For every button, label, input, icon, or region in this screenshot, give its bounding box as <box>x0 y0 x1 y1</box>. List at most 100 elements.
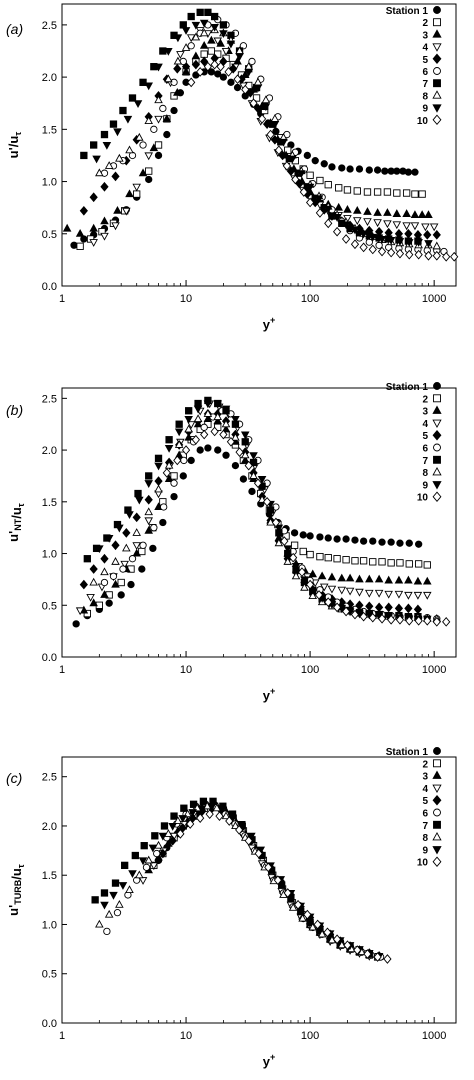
data-point <box>282 161 292 171</box>
data-point <box>214 70 222 78</box>
data-point <box>404 168 413 176</box>
data-point <box>373 219 382 228</box>
data-point <box>105 599 113 607</box>
data-point <box>233 74 242 85</box>
data-point <box>115 153 124 162</box>
data-point <box>127 580 135 589</box>
data-point <box>174 428 184 437</box>
data-point <box>144 82 153 91</box>
data-point <box>213 37 222 46</box>
data-point <box>164 444 174 453</box>
data-point <box>363 207 372 215</box>
data-point <box>383 208 392 216</box>
data-point <box>231 821 240 829</box>
legend-marker <box>432 466 442 476</box>
data-point <box>432 241 442 250</box>
data-point <box>123 115 133 124</box>
legend-label: 2 <box>422 759 428 770</box>
data-point <box>270 121 280 129</box>
data-point <box>424 250 433 261</box>
data-point <box>253 84 263 93</box>
data-point <box>413 576 423 585</box>
data-point <box>418 190 426 198</box>
data-point <box>283 557 292 565</box>
data-point <box>432 616 441 627</box>
data-point <box>359 557 368 565</box>
data-point <box>432 229 441 240</box>
data-point <box>72 620 80 628</box>
y-axis-label: u'NT/uτ <box>6 503 26 542</box>
data-point <box>283 545 292 554</box>
data-point <box>188 809 197 817</box>
data-point <box>235 825 244 835</box>
chart-panel-2: 0.0 0.5 1.0 1.5 2.0 2.5 1 10 100 1000 (b) u'NT/uτ y+… <box>6 382 457 703</box>
data-point <box>314 195 324 204</box>
legend-marker <box>433 6 441 14</box>
data-point <box>274 524 284 533</box>
data-point <box>133 190 141 198</box>
data-point <box>181 445 191 455</box>
data-point <box>214 446 222 454</box>
legend-label: 6 <box>422 444 428 455</box>
data-point <box>383 954 392 964</box>
data-point <box>125 885 134 894</box>
data-point <box>299 531 307 539</box>
data-point <box>411 190 419 198</box>
data-point <box>115 524 124 533</box>
legend-label: 2 <box>422 394 428 405</box>
data-point <box>92 155 101 164</box>
data-point <box>164 74 173 83</box>
data-point <box>200 56 209 67</box>
data-point <box>100 232 109 241</box>
legend-label: 4 <box>422 784 428 795</box>
data-point <box>383 188 392 196</box>
legend-label: 5 <box>422 796 428 807</box>
data-point <box>135 870 144 879</box>
data-point <box>163 130 171 139</box>
legend-label: 4 <box>422 419 428 430</box>
data-point <box>170 812 178 820</box>
data-point <box>145 175 153 184</box>
data-point <box>248 487 256 496</box>
plot-frame <box>61 756 457 1024</box>
y-tick-label: 1.5 <box>42 497 57 509</box>
legend-label: 8 <box>422 91 428 102</box>
data-point <box>384 602 393 613</box>
data-point <box>286 166 295 176</box>
data-point <box>125 145 134 154</box>
legend-marker <box>432 104 442 113</box>
data-point <box>450 251 459 262</box>
x-tick-label: 100 <box>301 1030 319 1042</box>
data-point <box>432 250 441 261</box>
data-point <box>316 176 324 185</box>
data-point <box>387 559 395 567</box>
legend-marker <box>433 382 441 390</box>
data-point <box>144 517 153 526</box>
data-point <box>89 564 98 574</box>
legend-marker <box>432 831 442 841</box>
data-point <box>353 945 362 955</box>
data-point <box>207 803 217 812</box>
data-point <box>351 557 359 565</box>
data-point <box>144 152 153 161</box>
data-point <box>154 115 163 124</box>
data-point <box>254 848 263 859</box>
data-point <box>135 132 144 141</box>
data-point <box>193 414 203 423</box>
y-tick-label: 1.5 <box>42 870 57 882</box>
data-point <box>122 207 131 216</box>
data-point <box>308 586 318 595</box>
data-point <box>341 234 351 244</box>
legend-marker <box>432 429 442 441</box>
data-point <box>181 43 191 51</box>
x-tick-label: 1 <box>59 664 65 676</box>
data-point <box>212 803 222 812</box>
data-point <box>299 187 308 197</box>
data-point <box>100 590 109 598</box>
data-point <box>186 421 196 429</box>
y-tick-label: 0.0 <box>42 652 57 664</box>
data-point <box>104 535 114 543</box>
data-point <box>227 78 235 86</box>
data-point <box>394 575 404 584</box>
data-point <box>133 100 143 108</box>
